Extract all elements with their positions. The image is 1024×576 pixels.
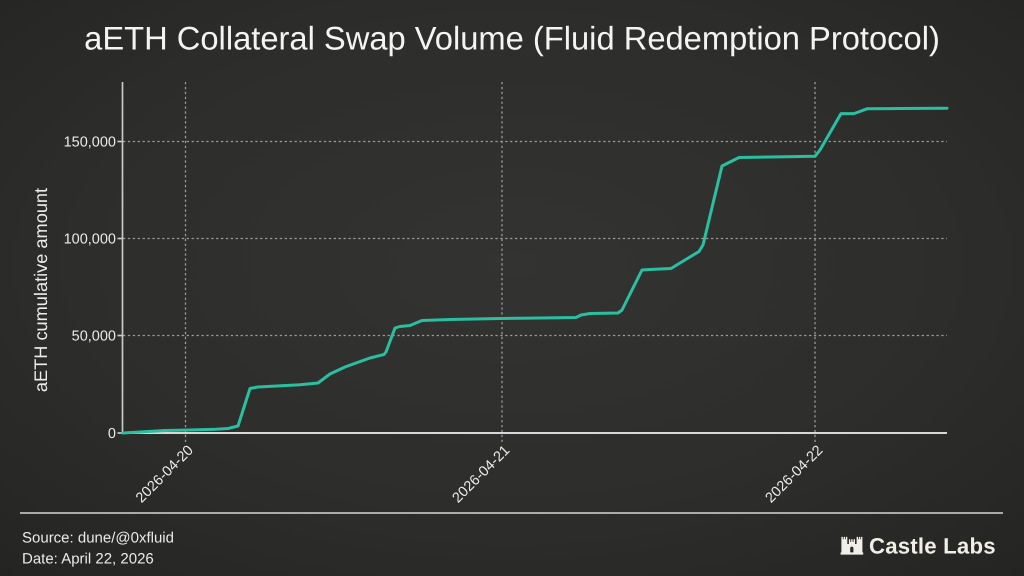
svg-text:aETH cumulative amount: aETH cumulative amount (31, 188, 51, 392)
svg-text:50,000: 50,000 (72, 329, 116, 345)
svg-text:Source: dune/@0xfluid: Source: dune/@0xfluid (22, 530, 174, 547)
svg-text:Date: April 22, 2026: Date: April 22, 2026 (22, 551, 154, 568)
svg-text:0: 0 (108, 426, 116, 442)
svg-text:100,000: 100,000 (64, 232, 116, 248)
svg-text:150,000: 150,000 (64, 135, 116, 151)
svg-text:Castle Labs: Castle Labs (869, 534, 996, 559)
svg-text:aETH Collateral Swap Volume (F: aETH Collateral Swap Volume (Fluid Redem… (84, 20, 940, 57)
